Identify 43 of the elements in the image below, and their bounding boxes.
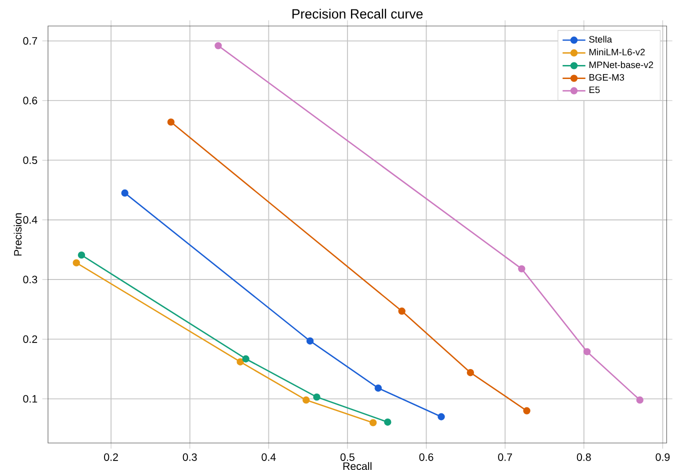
- point: [523, 407, 530, 414]
- point: [167, 118, 175, 126]
- x-axis-title: Recall: [343, 462, 372, 470]
- x-tick-label: 0.6: [419, 453, 434, 461]
- legend-label: BGE-M3: [589, 74, 624, 81]
- point: [72, 259, 80, 266]
- y-tick-label: 0.7: [23, 37, 38, 45]
- point: [369, 419, 377, 426]
- y-tick-label: 0.1: [23, 395, 38, 403]
- point: [236, 358, 244, 366]
- point: [466, 368, 474, 376]
- point: [302, 396, 310, 404]
- point: [78, 251, 86, 259]
- point: [313, 393, 320, 401]
- point: [398, 308, 406, 315]
- chart-title: Precision Recall curve: [292, 8, 423, 19]
- x-tick-label: 0.2: [104, 453, 118, 461]
- x-tick-label: 0.5: [340, 453, 354, 461]
- y-tick-label: 0.4: [23, 216, 38, 224]
- point: [214, 42, 222, 50]
- x-tick-label: 0.4: [262, 453, 276, 461]
- legend-label: E5: [589, 86, 600, 94]
- point: [384, 418, 392, 426]
- legend-label: Stella: [589, 36, 612, 43]
- point: [121, 189, 128, 197]
- y-tick-label: 0.2: [23, 335, 38, 343]
- point: [583, 348, 591, 356]
- point: [518, 265, 526, 272]
- x-tick-label: 0.9: [656, 453, 670, 461]
- y-tick-label: 0.6: [23, 96, 38, 104]
- legend-label: MPNet-base-v2: [589, 61, 654, 68]
- y-tick-label: 0.5: [23, 156, 38, 164]
- point: [306, 337, 314, 345]
- point: [438, 413, 445, 420]
- x-tick-label: 0.7: [498, 453, 512, 461]
- point: [636, 396, 644, 404]
- y-tick-label: 0.3: [23, 276, 38, 284]
- point: [374, 384, 382, 392]
- y-axis-title: Precision: [14, 213, 22, 256]
- x-tick-label: 0.8: [576, 453, 591, 461]
- point: [242, 355, 250, 362]
- x-tick-label: 0.3: [182, 453, 197, 461]
- legend-label: MiniLM-L6-v2: [589, 48, 645, 56]
